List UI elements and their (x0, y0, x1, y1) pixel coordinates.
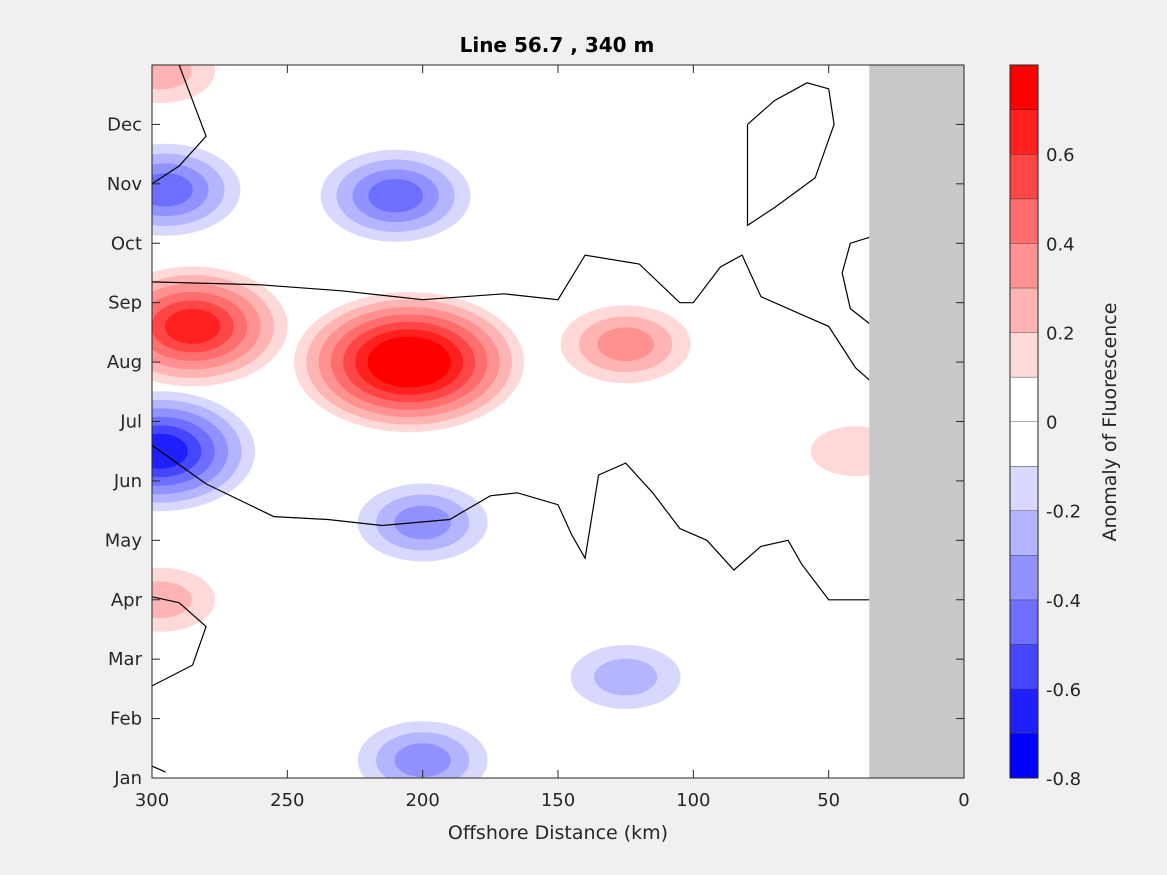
y-tick-label: Sep (108, 293, 142, 314)
colorbar-band (1010, 421, 1038, 467)
anomaly-positive-0 (294, 292, 525, 433)
zero-contour-line (841, 236, 870, 324)
chart-title: Line 56.7 , 340 m (460, 33, 655, 57)
contour-band (152, 65, 192, 90)
colorbar-bands (1010, 64, 1038, 778)
x-axis-label: Offshore Distance (km) (448, 822, 668, 844)
contour-band (152, 433, 188, 469)
y-tick-label: Jun (113, 471, 142, 492)
x-tick-label: 100 (676, 790, 710, 811)
colorbar-band (1010, 154, 1038, 199)
contour-band (344, 0, 474, 56)
no-data-region (869, 65, 964, 778)
contour-band (379, 344, 439, 380)
anomaly-positive-3 (152, 65, 216, 103)
x-axis: 300 250 200 150 100 50 0 (135, 65, 970, 811)
zero-contour-line (152, 765, 166, 773)
colorbar-tick-label: 0.2 (1046, 323, 1075, 344)
contour-band (152, 581, 192, 619)
contour-band (597, 327, 654, 362)
y-tick-label: Aug (107, 352, 142, 373)
y-tick-label: Oct (111, 233, 142, 254)
x-tick-label: 250 (270, 790, 304, 811)
colorbar-band (1010, 287, 1038, 333)
colorbar-band (1010, 599, 1038, 645)
y-tick-label: Dec (107, 114, 142, 135)
y-tick-label: Nov (107, 174, 142, 195)
colorbar-tick-label: -0.2 (1046, 502, 1081, 523)
anomaly-negative-8 (320, 149, 471, 242)
contour-band (594, 658, 658, 696)
contour-band (368, 179, 423, 213)
zero-contour-line (152, 596, 207, 687)
colorbar-band (1010, 688, 1038, 734)
colorbar-band (1010, 733, 1038, 778)
anomaly-negative-10 (344, 0, 474, 56)
y-axis: Jan Feb Mar Apr May Jun Jul Aug Sep Oct Nov Dec (105, 114, 964, 789)
colorbar-band (1010, 109, 1038, 155)
anomaly-positive-4 (152, 567, 216, 632)
colorbar-tick-label: 0.4 (1046, 234, 1075, 255)
anomaly-negative-6 (152, 391, 256, 512)
plot-background (152, 65, 964, 778)
colorbar-band (1010, 198, 1038, 244)
colorbar-tick-label: 0.6 (1046, 145, 1075, 166)
y-tick-label: Feb (110, 709, 142, 730)
colorbar-tick-label: 0 (1046, 413, 1057, 434)
contour-field (152, 0, 901, 778)
colorbar-tick-label: -0.4 (1046, 591, 1081, 612)
y-tick-label: Jan (113, 768, 142, 789)
zero-contours (152, 65, 870, 773)
x-tick-label: 50 (817, 790, 840, 811)
y-tick-label: Jul (119, 412, 142, 433)
colorbar-tick-label: -0.6 (1046, 680, 1081, 701)
colorbar-band (1010, 376, 1038, 422)
contour-band (363, 0, 456, 45)
x-tick-label: 0 (958, 790, 969, 811)
contour-band (394, 743, 451, 778)
colorbar: 0.6 0.4 0.2 0 -0.2 -0.4 -0.6 -0.8 Anomaly of Fl… (1009, 64, 1121, 790)
contour-band (381, 1, 437, 35)
contour-band (394, 505, 451, 540)
zero-contour-line (152, 254, 870, 381)
zero-contour-line (152, 65, 207, 185)
anomaly-negative-7 (152, 143, 241, 236)
y-tick-label: Mar (108, 649, 143, 670)
colorbar-ticks: 0.6 0.4 0.2 0 -0.2 -0.4 -0.6 -0.8 (1046, 145, 1081, 790)
y-tick-label: Apr (111, 590, 143, 611)
anomaly-negative-12 (570, 644, 681, 709)
y-tick-label: May (105, 530, 143, 551)
colorbar-band (1010, 510, 1038, 556)
colorbar-band (1010, 644, 1038, 689)
anomaly-negative-9 (357, 483, 488, 562)
plot-area: 300 250 200 150 100 50 0 Jan Feb Mar Apr May Jun Jul… (105, 0, 970, 811)
contour-band (152, 173, 193, 207)
x-tick-label: 200 (405, 790, 439, 811)
anomaly-negative-11 (357, 721, 488, 778)
anomaly-positive-1 (152, 266, 288, 387)
colorbar-frame (1009, 64, 1039, 779)
colorbar-band (1010, 65, 1038, 110)
colorbar-band (1010, 332, 1038, 377)
zero-contour-line (746, 82, 835, 227)
x-tick-label: 300 (135, 790, 169, 811)
zero-contour-line (152, 444, 870, 601)
colorbar-tick-label: -0.8 (1046, 769, 1081, 790)
contour-band (164, 308, 221, 344)
colorbar-band (1010, 555, 1038, 600)
colorbar-band (1010, 243, 1038, 288)
colorbar-band (1010, 466, 1038, 511)
anomaly-positive-2 (560, 305, 691, 384)
colorbar-label: Anomaly of Fluorescence (1099, 303, 1121, 542)
x-tick-label: 150 (541, 790, 575, 811)
